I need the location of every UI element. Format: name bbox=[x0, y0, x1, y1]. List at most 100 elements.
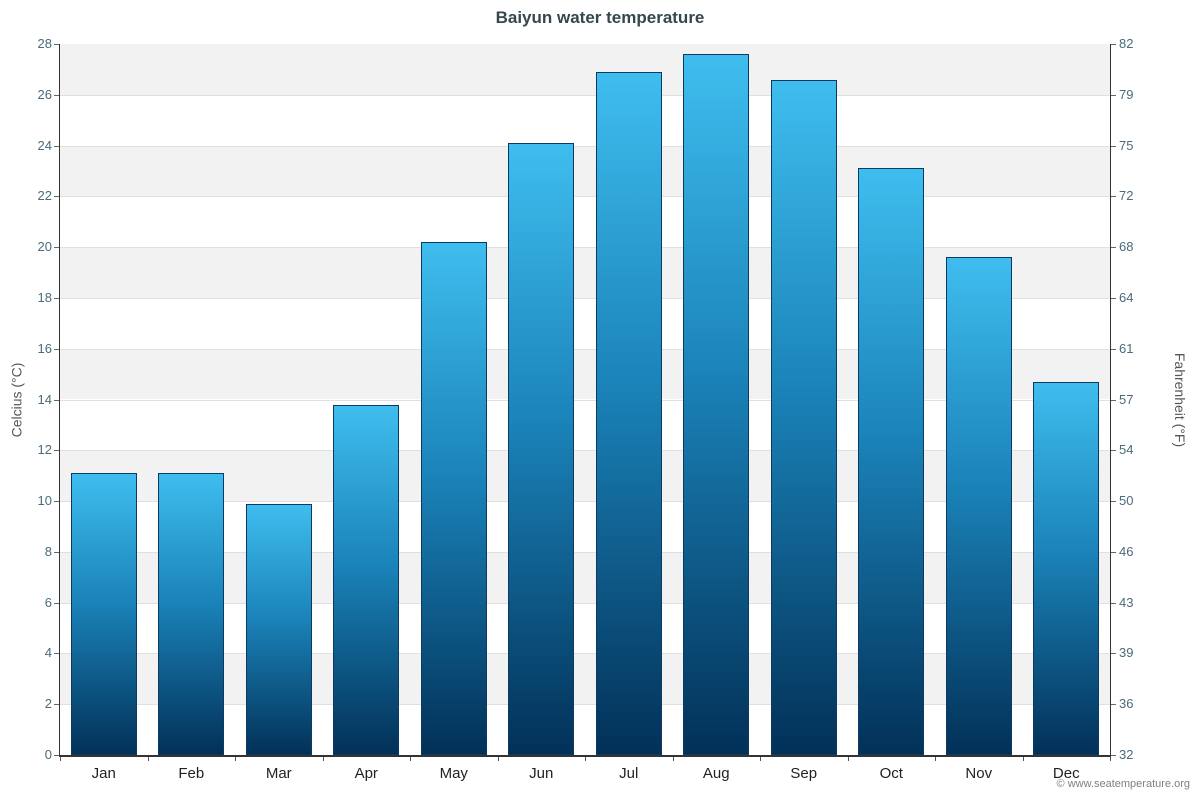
axis-tick-left bbox=[54, 501, 59, 503]
y-tick-label-right: 39 bbox=[1119, 645, 1134, 661]
axis-tick-right bbox=[1111, 145, 1116, 147]
bar bbox=[683, 54, 750, 755]
axis-tick-bottom bbox=[410, 757, 411, 761]
y-tick-label-right: 68 bbox=[1119, 239, 1134, 255]
x-axis-line bbox=[59, 755, 1111, 757]
y-tick-label-right: 82 bbox=[1119, 36, 1134, 51]
y-tick-label-right: 54 bbox=[1119, 442, 1134, 458]
x-tick-label: Apr bbox=[354, 765, 378, 782]
axis-tick-bottom bbox=[847, 757, 849, 761]
axis-tick-bottom bbox=[672, 757, 674, 761]
y-axis-line-right bbox=[1110, 44, 1111, 755]
plot-band bbox=[60, 44, 1110, 95]
y-tick-label-right: 50 bbox=[1119, 493, 1134, 509]
axis-tick-right bbox=[1111, 297, 1116, 299]
x-tick-label: Nov bbox=[965, 765, 993, 782]
axis-tick-left bbox=[54, 196, 59, 198]
axis-tick-bottom bbox=[497, 757, 499, 761]
plot-band bbox=[60, 551, 1110, 603]
grid-line bbox=[60, 145, 1110, 147]
y-tick-label-right: 72 bbox=[1119, 188, 1134, 204]
y-tick-label-right: 57 bbox=[1119, 391, 1134, 407]
axis-tick-bottom bbox=[1110, 757, 1111, 761]
bar bbox=[245, 503, 312, 755]
y-tick-label-left: 22 bbox=[37, 188, 52, 204]
y-tick-label-left: 8 bbox=[44, 543, 52, 559]
axis-tick-left bbox=[54, 704, 59, 706]
axis-tick-left bbox=[54, 551, 59, 553]
grid-line bbox=[60, 450, 1110, 452]
axis-tick-left bbox=[54, 297, 59, 299]
axis-tick-right bbox=[1111, 196, 1116, 198]
y-tick-label-left: 16 bbox=[37, 340, 52, 356]
y-tick-label-left: 6 bbox=[44, 594, 52, 610]
x-tick-label: Jul bbox=[619, 765, 639, 782]
grid-line bbox=[60, 551, 1110, 553]
y-tick-label-left: 12 bbox=[37, 442, 52, 458]
axis-tick-bottom bbox=[322, 757, 324, 761]
grid-line bbox=[60, 196, 1110, 198]
axis-tick-bottom bbox=[147, 757, 149, 761]
axis-tick-bottom bbox=[585, 757, 586, 761]
grid-line bbox=[60, 653, 1110, 655]
plot-band bbox=[60, 348, 1110, 400]
grid-line bbox=[60, 501, 1110, 503]
axis-tick-bottom bbox=[760, 757, 761, 761]
axis-tick-right bbox=[1111, 755, 1116, 756]
y-tick-label-left: 4 bbox=[44, 645, 52, 661]
axis-tick-left bbox=[54, 44, 59, 45]
axis-tick-right bbox=[1111, 247, 1116, 249]
axis-tick-left bbox=[54, 145, 59, 147]
grid-line bbox=[60, 704, 1110, 706]
axis-tick-left bbox=[54, 602, 59, 604]
x-tick-label: Mar bbox=[265, 765, 292, 782]
bar bbox=[770, 79, 837, 755]
bar bbox=[70, 473, 137, 755]
axis-tick-right bbox=[1111, 94, 1116, 96]
bar bbox=[158, 473, 225, 755]
axis-tick-right bbox=[1111, 450, 1116, 452]
grid-line bbox=[60, 297, 1110, 299]
copyright-text: © www.seatemperature.org bbox=[1056, 778, 1190, 790]
grid-line bbox=[60, 348, 1110, 350]
y-tick-label-right: 46 bbox=[1119, 543, 1134, 559]
axis-tick-right bbox=[1111, 348, 1116, 350]
bar bbox=[858, 168, 925, 755]
axis-tick-bottom bbox=[235, 757, 236, 761]
y-tick-label-left: 26 bbox=[37, 86, 52, 102]
plot-band bbox=[60, 247, 1110, 298]
y-tick-label-left: 24 bbox=[37, 137, 52, 153]
x-tick-label: Jan bbox=[91, 765, 116, 782]
chart-title: Baiyun water temperature bbox=[495, 8, 705, 27]
y-tick-label-left: 28 bbox=[37, 36, 52, 51]
x-tick-label: Feb bbox=[178, 765, 205, 782]
x-tick-label: Dec bbox=[1052, 765, 1080, 782]
axis-tick-left bbox=[54, 399, 59, 401]
axis-tick-right bbox=[1111, 602, 1116, 604]
axis-tick-left bbox=[54, 348, 59, 350]
axis-tick-left bbox=[54, 653, 59, 655]
axis-tick-left bbox=[54, 94, 59, 96]
y-tick-label-right: 79 bbox=[1119, 86, 1134, 102]
bar bbox=[945, 257, 1012, 755]
y-tick-label-left: 14 bbox=[37, 391, 52, 407]
plot-band bbox=[60, 145, 1110, 197]
bar bbox=[333, 404, 400, 755]
axis-tick-bottom bbox=[935, 757, 936, 761]
y-tick-label-right: 36 bbox=[1119, 696, 1134, 712]
y-axis-line-left bbox=[59, 44, 60, 755]
axis-tick-right bbox=[1111, 653, 1116, 655]
y-tick-label-left: 10 bbox=[37, 493, 52, 509]
x-tick-label: Oct bbox=[879, 765, 903, 782]
grid-line bbox=[60, 94, 1110, 96]
x-tick-label: Sep bbox=[790, 765, 818, 782]
grid-line bbox=[60, 399, 1110, 401]
axis-tick-right bbox=[1111, 399, 1116, 401]
bar bbox=[420, 242, 487, 755]
y-tick-label-left: 0 bbox=[44, 747, 52, 762]
bar bbox=[508, 143, 575, 755]
plot-band bbox=[60, 653, 1110, 705]
y-tick-label-left: 18 bbox=[37, 289, 52, 305]
